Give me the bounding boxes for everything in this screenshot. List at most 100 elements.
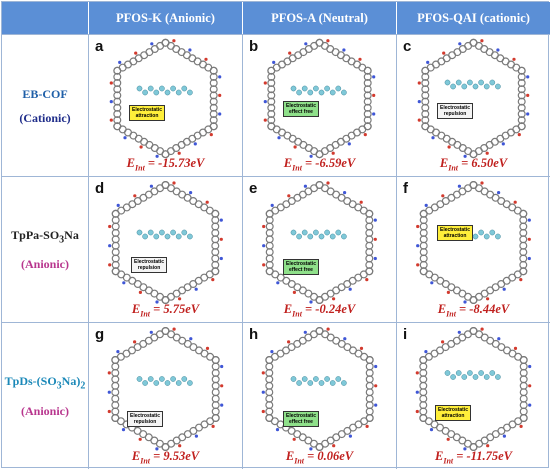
guest-atom xyxy=(307,233,314,240)
guest-atom xyxy=(324,229,330,236)
framework-ring xyxy=(265,413,274,422)
heteroatom xyxy=(155,154,159,158)
framework-ring xyxy=(365,381,374,390)
heteroatom xyxy=(293,145,297,149)
heteroatom xyxy=(109,118,113,122)
guest-atom xyxy=(329,89,336,96)
framework-ring xyxy=(419,267,428,276)
heteroatom xyxy=(211,424,215,428)
framework-ring xyxy=(265,235,274,244)
panel-letter: e xyxy=(249,180,258,197)
heteroatom xyxy=(262,224,266,229)
framework-ring xyxy=(421,78,430,87)
framework-illustration xyxy=(263,38,376,159)
panel-letter: c xyxy=(403,38,412,55)
framework-ring xyxy=(419,260,428,269)
heteroatom xyxy=(303,330,307,334)
panel-d: d Electrostatic repulsion EInt = 5.75eV xyxy=(88,176,242,322)
framework-ring xyxy=(365,222,374,231)
heteroatom xyxy=(277,136,281,140)
heteroatom xyxy=(526,93,530,97)
panel-c: c Electrostatic repulsion EInt = 6.50eV xyxy=(396,34,550,176)
heteroatom xyxy=(304,42,308,46)
heteroatom xyxy=(415,371,419,375)
heteroatom xyxy=(261,390,265,394)
guest-atom xyxy=(472,233,479,240)
framework-ring xyxy=(111,362,120,371)
guest-atom xyxy=(495,233,501,240)
heteroatom xyxy=(374,384,378,388)
heteroatom xyxy=(205,200,209,204)
heteroatom xyxy=(497,337,501,341)
framework-ring xyxy=(265,254,274,263)
framework-ring xyxy=(517,91,526,100)
guest-atom xyxy=(164,233,171,240)
framework-ring xyxy=(265,260,274,269)
heteroatom xyxy=(374,403,378,407)
guest-atom xyxy=(341,233,347,240)
heteroatom xyxy=(463,154,467,158)
heteroatom xyxy=(446,290,450,294)
heteroatom xyxy=(429,428,434,432)
heteroatom xyxy=(372,112,376,116)
heteroatom xyxy=(415,409,419,414)
guest-atom xyxy=(450,374,456,380)
row-name: TpDs-(SO3Na)2 xyxy=(4,374,86,392)
framework-ring xyxy=(211,235,220,244)
interaction-tag: Electrostatic effect free xyxy=(283,101,320,117)
guest-atom xyxy=(329,380,336,386)
heteroatom xyxy=(287,340,291,344)
heteroatom xyxy=(424,350,428,354)
heteroatom xyxy=(177,151,181,155)
heteroatom xyxy=(116,350,120,354)
guest-atom xyxy=(301,229,308,236)
heteroatom xyxy=(463,300,467,304)
heteroatom xyxy=(347,142,351,146)
interaction-tag: Electrostatic attraction xyxy=(435,405,472,421)
heteroatom xyxy=(517,133,521,137)
framework-ring xyxy=(517,109,526,118)
framework-ring xyxy=(267,116,276,125)
framework-ring xyxy=(209,72,218,81)
framework-ring xyxy=(111,254,120,263)
heteroatom xyxy=(527,218,531,222)
heteroatom xyxy=(442,51,446,55)
framework-ring xyxy=(365,260,374,269)
heteroatom xyxy=(209,133,213,137)
heteroatom xyxy=(430,281,434,285)
guest-atom xyxy=(170,229,176,236)
framework-ring xyxy=(111,248,120,257)
heteroatom xyxy=(343,191,347,195)
framework-ring xyxy=(419,248,428,257)
interaction-energy: EInt = -15.73eV xyxy=(126,155,205,173)
framework-ring xyxy=(211,260,220,269)
framework-ring xyxy=(113,85,122,94)
framework-ring xyxy=(517,72,526,81)
framework-ring xyxy=(113,72,122,81)
guest-atom xyxy=(444,370,451,376)
heteroatom xyxy=(220,403,224,407)
framework-ring xyxy=(519,407,528,416)
heteroatom xyxy=(219,256,223,261)
heteroatom xyxy=(480,181,484,185)
heteroatom xyxy=(220,384,224,388)
framework-ring xyxy=(111,375,120,384)
framework-ring xyxy=(365,254,374,263)
heteroatom xyxy=(496,48,500,52)
heteroatom xyxy=(417,81,421,85)
heteroatom xyxy=(416,263,420,267)
heteroatom xyxy=(134,51,138,55)
heteroatom xyxy=(446,437,450,441)
guest-atom xyxy=(181,85,188,92)
heteroatom xyxy=(359,346,364,350)
guest-atom xyxy=(307,380,314,386)
framework-ring xyxy=(111,413,120,422)
heteroatom xyxy=(205,346,210,350)
framework-ring xyxy=(209,78,218,87)
heteroatom xyxy=(270,203,274,207)
guest-atom xyxy=(495,374,501,380)
heteroatom xyxy=(447,145,451,149)
heteroatom xyxy=(463,447,467,451)
guest-atom xyxy=(495,83,501,90)
heteroatom xyxy=(485,151,489,155)
